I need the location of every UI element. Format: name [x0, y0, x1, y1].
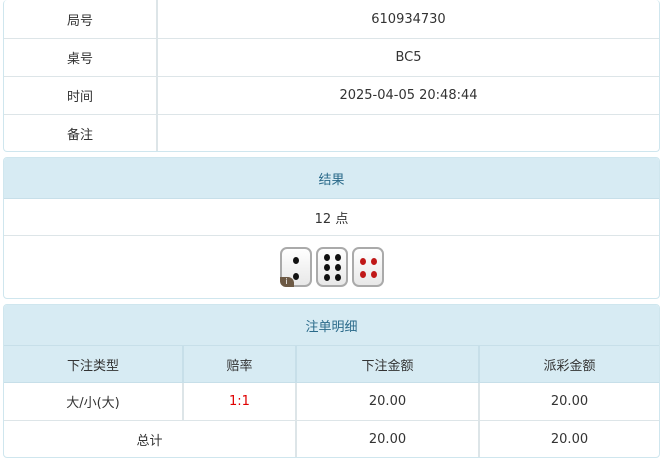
total-label: 总计 [4, 421, 297, 457]
label: 备注 [4, 115, 158, 151]
row-round-id: 局号 610934730 [4, 0, 659, 38]
pip-icon [370, 257, 377, 265]
odds: 1:1 [184, 383, 297, 420]
round-info-table: 局号 610934730 桌号 BC5 时间 2025-04-05 20:48:44 … [3, 0, 660, 152]
pip-icon [334, 253, 341, 261]
pip-icon [323, 263, 330, 271]
die-6-icon [315, 246, 348, 287]
label: 桌号 [4, 39, 158, 76]
value [158, 115, 659, 151]
total-row: 总计 20.00 20.00 [4, 420, 659, 457]
pip-icon [292, 272, 299, 280]
pip-icon [323, 273, 330, 281]
result-title: 结果 [4, 158, 659, 199]
payout: 20.00 [550, 394, 589, 409]
bet-details-panel: 注单明细 下注类型 赔率 下注金额 派彩金额 大/小(大) 1:1 20.00 … [3, 304, 660, 458]
pip-icon [370, 270, 377, 278]
dice-row: i [4, 236, 659, 297]
die-2-icon: i [279, 246, 312, 287]
bets-header-row: 下注类型 赔率 下注金额 派彩金额 [4, 346, 659, 383]
result-panel: 结果 12 点 i [3, 157, 660, 299]
bet-amount: 20.00 [297, 383, 480, 420]
col-odds: 赔率 [184, 346, 297, 382]
bet-type: 大/小(大) [4, 383, 184, 420]
value: 2025-04-05 20:48:44 [339, 88, 478, 103]
label: 时间 [4, 77, 158, 114]
row-table-id: 桌号 BC5 [4, 38, 659, 76]
pip-icon [292, 256, 299, 264]
label: 局号 [4, 0, 158, 38]
result-points: 12 点 [4, 199, 659, 236]
pip-icon [359, 257, 366, 265]
bets-title: 注单明细 [4, 305, 659, 346]
die-4-icon [351, 246, 384, 287]
pip-icon [359, 270, 366, 278]
total-payout: 20.00 [550, 431, 589, 447]
value: 610934730 [371, 11, 446, 27]
pip-icon [323, 253, 330, 261]
total-amount: 20.00 [297, 421, 480, 457]
table-row: 大/小(大) 1:1 20.00 20.00 [4, 383, 659, 420]
col-payout: 派彩金额 [543, 358, 596, 374]
pip-icon [334, 273, 341, 281]
col-bet-amount: 下注金额 [297, 346, 480, 382]
row-time: 时间 2025-04-05 20:48:44 [4, 76, 659, 114]
info-badge[interactable]: i [279, 276, 294, 287]
row-remark: 备注 [4, 114, 659, 151]
pip-icon [334, 263, 341, 271]
col-bet-type: 下注类型 [4, 346, 184, 382]
value: BC5 [395, 50, 422, 65]
